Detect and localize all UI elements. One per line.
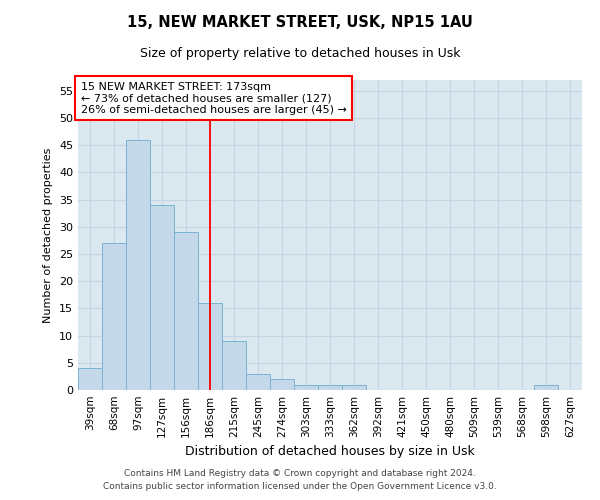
Bar: [198, 303, 222, 390]
Bar: [294, 384, 318, 390]
Bar: [102, 243, 126, 390]
Text: 15 NEW MARKET STREET: 173sqm
← 73% of detached houses are smaller (127)
26% of s: 15 NEW MARKET STREET: 173sqm ← 73% of de…: [80, 82, 346, 115]
Text: Size of property relative to detached houses in Usk: Size of property relative to detached ho…: [140, 48, 460, 60]
Bar: [246, 374, 270, 390]
Bar: [270, 379, 294, 390]
Bar: [222, 341, 246, 390]
Bar: [318, 384, 342, 390]
X-axis label: Distribution of detached houses by size in Usk: Distribution of detached houses by size …: [185, 446, 475, 458]
Bar: [534, 384, 558, 390]
Bar: [126, 140, 150, 390]
Bar: [150, 205, 174, 390]
Text: Contains public sector information licensed under the Open Government Licence v3: Contains public sector information licen…: [103, 482, 497, 491]
Bar: [342, 384, 366, 390]
Text: Contains HM Land Registry data © Crown copyright and database right 2024.: Contains HM Land Registry data © Crown c…: [124, 468, 476, 477]
Text: 15, NEW MARKET STREET, USK, NP15 1AU: 15, NEW MARKET STREET, USK, NP15 1AU: [127, 15, 473, 30]
Bar: [78, 368, 102, 390]
Y-axis label: Number of detached properties: Number of detached properties: [43, 148, 53, 322]
Bar: [174, 232, 198, 390]
